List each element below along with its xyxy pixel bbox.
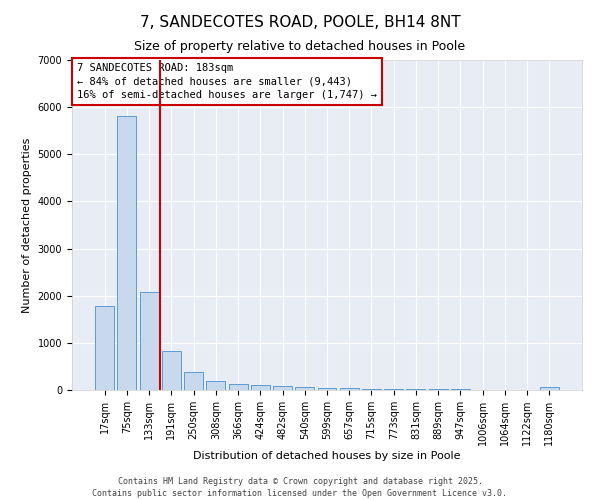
Bar [295, 388, 314, 390]
Bar [317, 388, 337, 390]
Text: Contains HM Land Registry data © Crown copyright and database right 2025.
Contai: Contains HM Land Registry data © Crown c… [92, 476, 508, 498]
Text: 7 SANDECOTES ROAD: 183sqm
← 84% of detached houses are smaller (9,443)
16% of se: 7 SANDECOTES ROAD: 183sqm ← 84% of detac… [77, 64, 377, 100]
Text: 7, SANDECOTES ROAD, POOLE, BH14 8NT: 7, SANDECOTES ROAD, POOLE, BH14 8NT [140, 15, 460, 30]
Bar [406, 389, 425, 390]
Bar [540, 387, 559, 390]
Text: Size of property relative to detached houses in Poole: Size of property relative to detached ho… [134, 40, 466, 53]
Bar [140, 292, 158, 390]
Bar [229, 384, 248, 390]
Bar [384, 389, 403, 390]
Bar [95, 306, 114, 390]
Bar [251, 386, 270, 390]
Bar [162, 352, 181, 390]
Bar [118, 116, 136, 390]
Bar [362, 388, 381, 390]
Bar [340, 388, 359, 390]
Y-axis label: Number of detached properties: Number of detached properties [22, 138, 32, 312]
X-axis label: Distribution of detached houses by size in Poole: Distribution of detached houses by size … [193, 451, 461, 461]
Bar [184, 372, 203, 390]
Bar [206, 380, 225, 390]
Bar [273, 386, 292, 390]
